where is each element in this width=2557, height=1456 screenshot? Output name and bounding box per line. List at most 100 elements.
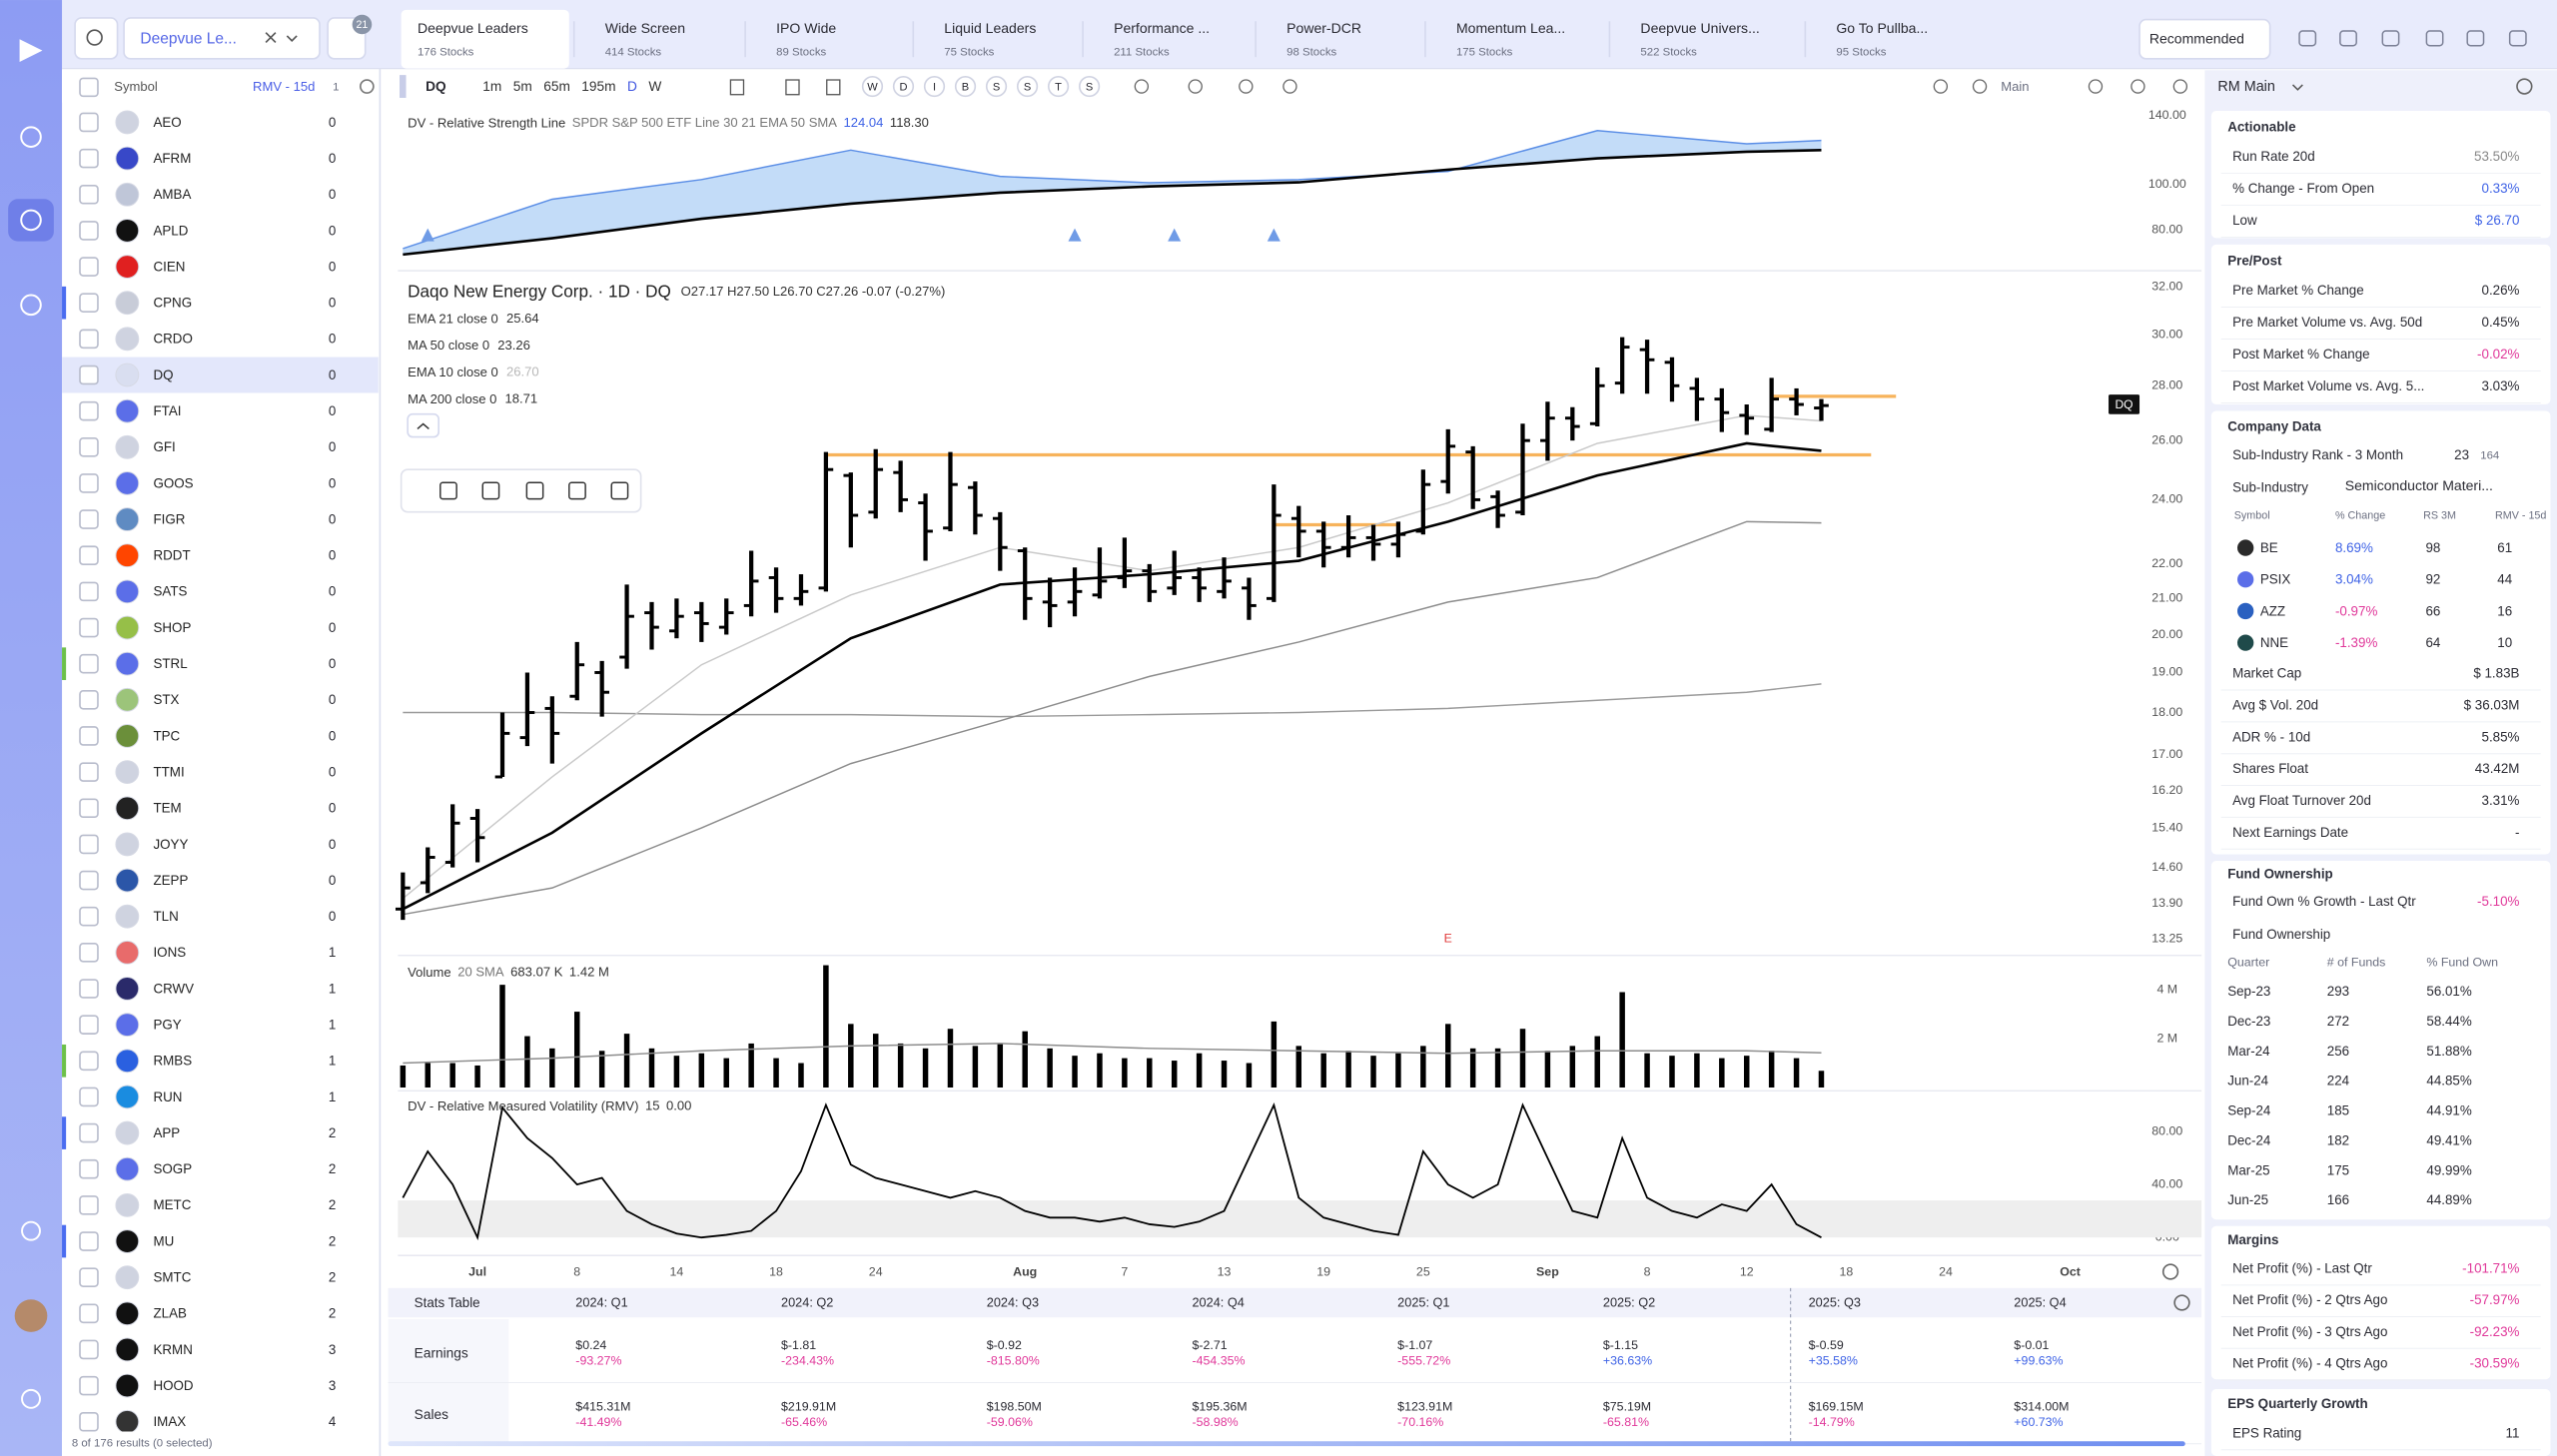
checkbox[interactable] [79,834,99,855]
tab[interactable]: Wide Screen 414 Stocks [572,20,685,58]
tab[interactable]: Power-DCR 98 Stocks [1255,20,1361,58]
watchlist-row[interactable]: RUN 1 [79,1085,336,1109]
toolbar-icon[interactable] [2339,30,2357,47]
checkbox[interactable] [79,1339,99,1360]
tool-icon[interactable] [2172,79,2188,94]
nav-icon[interactable] [21,1220,41,1241]
checkbox[interactable] [79,726,99,746]
watchlist-row[interactable]: SHOP 0 [79,615,336,640]
study-button[interactable] [985,75,1008,98]
tool-icon[interactable] [826,79,841,96]
checkbox[interactable] [79,1015,99,1035]
watchlist-row[interactable]: APLD 0 [79,218,336,243]
stats-settings[interactable] [2173,1294,2190,1311]
checkbox[interactable] [79,473,99,493]
axis-settings[interactable] [2161,1263,2179,1280]
checkbox[interactable] [79,148,99,169]
interval[interactable]: 65m [543,79,570,94]
watchlist-row[interactable]: CRWV 1 [79,977,336,1001]
checkbox[interactable] [79,77,99,98]
watchlist-row[interactable]: SMTC 2 [79,1265,336,1290]
panel-title[interactable]: RM Main [2217,79,2274,95]
avatar[interactable] [14,1299,48,1332]
checkbox[interactable] [79,1051,99,1072]
watchlist-row[interactable]: GFI 0 [79,434,336,459]
checkbox[interactable] [79,1231,99,1251]
drawing-tool[interactable] [568,481,586,500]
watchlist-row[interactable]: RDDT 0 [79,543,336,568]
checkbox[interactable] [79,617,99,638]
watchlist-row[interactable]: AEO 0 [79,110,336,135]
tab[interactable]: Go To Pullba... 95 Stocks [1804,20,1928,58]
layout-name[interactable]: Main [2001,79,2029,94]
checkbox[interactable] [79,1158,99,1179]
watchlist-row[interactable]: METC 2 [79,1192,336,1217]
watchlist-row[interactable]: GOOS 0 [79,471,336,495]
checkbox[interactable] [79,943,99,963]
checkbox[interactable] [79,400,99,421]
tool-icon[interactable] [1972,79,1988,94]
toolbar-icon[interactable] [2508,30,2527,47]
watchlist-row[interactable]: FIGR 0 [79,507,336,532]
watchlist-row[interactable]: SOGP 2 [79,1156,336,1181]
watchlist-row[interactable]: IONS 1 [79,940,336,965]
interval[interactable]: 195m [581,79,615,94]
checkbox[interactable] [79,690,99,710]
nav-icon[interactable] [20,126,42,148]
checkbox[interactable] [79,509,99,529]
checkbox[interactable] [79,112,99,133]
drawing-tool[interactable] [481,481,500,500]
study-button[interactable] [1079,75,1101,98]
checkbox[interactable] [79,653,99,674]
watchlist-row[interactable]: TEM 0 [79,796,336,821]
checkbox[interactable] [79,762,99,782]
scrollbar[interactable] [388,1441,2185,1447]
nav-icon[interactable] [21,1388,41,1409]
interval[interactable]: 1m [482,79,501,94]
watchlist-select[interactable] [123,17,321,60]
tool-icon[interactable] [2131,79,2145,94]
checkbox[interactable] [79,364,99,385]
checkbox[interactable] [79,1375,99,1396]
tab[interactable]: Momentum Lea... 175 Stocks [1424,20,1565,58]
watchlist-row[interactable]: TLN 0 [79,904,336,929]
watchlist-row[interactable]: APP 2 [62,1116,336,1149]
watchlist-row[interactable]: HOOD 3 [79,1373,336,1398]
tool-icon[interactable] [1282,79,1297,94]
study-button[interactable] [954,75,977,98]
collapse-button[interactable] [407,412,439,438]
checkbox[interactable] [79,184,99,205]
interval[interactable]: W [648,79,661,94]
tab[interactable]: Deepvue Leaders 176 Stocks [401,9,569,69]
study-button[interactable] [923,75,946,98]
checkbox[interactable] [79,545,99,566]
watchlist-row[interactable]: CIEN 0 [79,255,336,279]
nav-icon[interactable] [20,209,42,232]
watchlist-row[interactable]: MU 2 [62,1224,336,1258]
watchlist-row[interactable]: FTAI 0 [79,398,336,423]
checkbox[interactable] [79,1267,99,1287]
tab[interactable]: Performance ... 211 Stocks [1082,20,1210,58]
watchlist-row[interactable]: STX 0 [79,687,336,712]
watchlist-row[interactable]: KRMN 3 [79,1337,336,1362]
checkbox[interactable] [79,293,99,313]
tool-icon[interactable] [1134,79,1150,94]
checkbox[interactable] [79,1087,99,1107]
checkbox[interactable] [79,221,99,241]
tool-icon[interactable] [785,79,800,96]
drawing-tool[interactable] [439,481,457,500]
study-button[interactable] [1047,75,1070,98]
watchlist-row[interactable]: CPNG 0 [62,286,336,320]
study-button[interactable] [892,75,915,98]
tool-icon[interactable] [2088,79,2104,94]
toolbar-icon[interactable] [2381,30,2400,47]
checkbox[interactable] [79,1122,99,1143]
checkbox[interactable] [79,979,99,999]
checkbox[interactable] [79,1411,99,1432]
checkbox[interactable] [79,1195,99,1215]
watchlist-row[interactable]: AFRM 0 [79,146,336,171]
tab[interactable]: Liquid Leaders 75 Stocks [912,20,1036,58]
watchlist-row[interactable]: CRDO 0 [79,327,336,352]
study-button[interactable] [1016,75,1039,98]
watchlist-row[interactable]: ZEPP 0 [79,868,336,893]
